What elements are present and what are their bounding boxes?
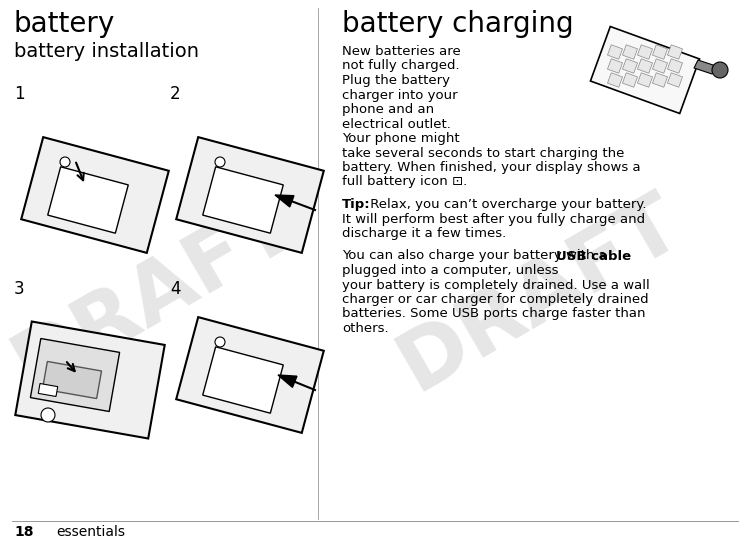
Text: charger into your: charger into your [342, 89, 458, 102]
Polygon shape [653, 59, 668, 73]
Polygon shape [47, 167, 129, 233]
Text: 3: 3 [14, 280, 25, 298]
Text: DRAFT: DRAFT [385, 181, 695, 406]
Polygon shape [638, 45, 653, 59]
Polygon shape [203, 167, 284, 233]
Text: Relax, you can’t overcharge your battery.: Relax, you can’t overcharge your battery… [366, 198, 647, 211]
Polygon shape [15, 322, 165, 439]
Polygon shape [608, 45, 623, 59]
Polygon shape [42, 362, 102, 399]
Text: battery: battery [14, 10, 115, 38]
Text: Tip:: Tip: [342, 198, 371, 211]
Circle shape [215, 337, 225, 347]
Text: charger or car charger for completely drained: charger or car charger for completely dr… [342, 293, 649, 306]
Text: USB cable: USB cable [556, 249, 631, 263]
Text: take several seconds to start charging the: take several seconds to start charging t… [342, 147, 624, 160]
Polygon shape [653, 73, 668, 87]
Polygon shape [694, 60, 716, 74]
Polygon shape [176, 317, 324, 433]
Text: not fully charged.: not fully charged. [342, 60, 459, 73]
Text: battery. When finished, your display shows a: battery. When finished, your display sho… [342, 161, 641, 174]
Circle shape [41, 408, 55, 422]
Polygon shape [21, 137, 168, 253]
Polygon shape [30, 339, 120, 411]
Circle shape [60, 157, 70, 167]
Polygon shape [623, 45, 638, 59]
Text: New batteries are: New batteries are [342, 45, 461, 58]
Text: DRAFT: DRAFT [0, 181, 310, 406]
Text: 2: 2 [170, 85, 180, 103]
Polygon shape [176, 137, 324, 253]
Text: phone and an: phone and an [342, 103, 434, 116]
Polygon shape [668, 73, 683, 87]
Polygon shape [638, 59, 653, 73]
Text: batteries. Some USB ports charge faster than: batteries. Some USB ports charge faster … [342, 307, 645, 321]
Text: 4: 4 [170, 280, 180, 298]
Text: battery installation: battery installation [14, 42, 199, 61]
Text: 1: 1 [14, 85, 25, 103]
Text: It will perform best after you fully charge and: It will perform best after you fully cha… [342, 212, 645, 225]
Circle shape [712, 62, 728, 78]
Text: others.: others. [342, 322, 389, 335]
Polygon shape [38, 383, 58, 397]
Polygon shape [275, 195, 294, 207]
Polygon shape [623, 59, 638, 73]
Text: full battery icon ⊡.: full battery icon ⊡. [342, 176, 467, 189]
Polygon shape [638, 73, 653, 87]
Text: 18: 18 [14, 525, 34, 539]
Text: Plug the battery: Plug the battery [342, 74, 450, 87]
Polygon shape [278, 375, 297, 387]
Text: electrical outlet.: electrical outlet. [342, 118, 451, 131]
Text: your battery is completely drained. Use a wall: your battery is completely drained. Use … [342, 278, 650, 292]
Text: You can also charge your battery with a: You can also charge your battery with a [342, 249, 611, 263]
Polygon shape [668, 59, 683, 73]
Text: discharge it a few times.: discharge it a few times. [342, 227, 506, 240]
Polygon shape [590, 26, 699, 113]
Text: essentials: essentials [56, 525, 125, 539]
Polygon shape [608, 73, 623, 87]
Text: battery charging: battery charging [342, 10, 574, 38]
Text: Your phone might: Your phone might [342, 132, 459, 145]
Polygon shape [668, 45, 683, 59]
Polygon shape [608, 59, 623, 73]
Polygon shape [623, 73, 638, 87]
Circle shape [215, 157, 225, 167]
Polygon shape [203, 347, 284, 413]
Polygon shape [653, 45, 668, 59]
Text: plugged into a computer, unless: plugged into a computer, unless [342, 264, 559, 277]
